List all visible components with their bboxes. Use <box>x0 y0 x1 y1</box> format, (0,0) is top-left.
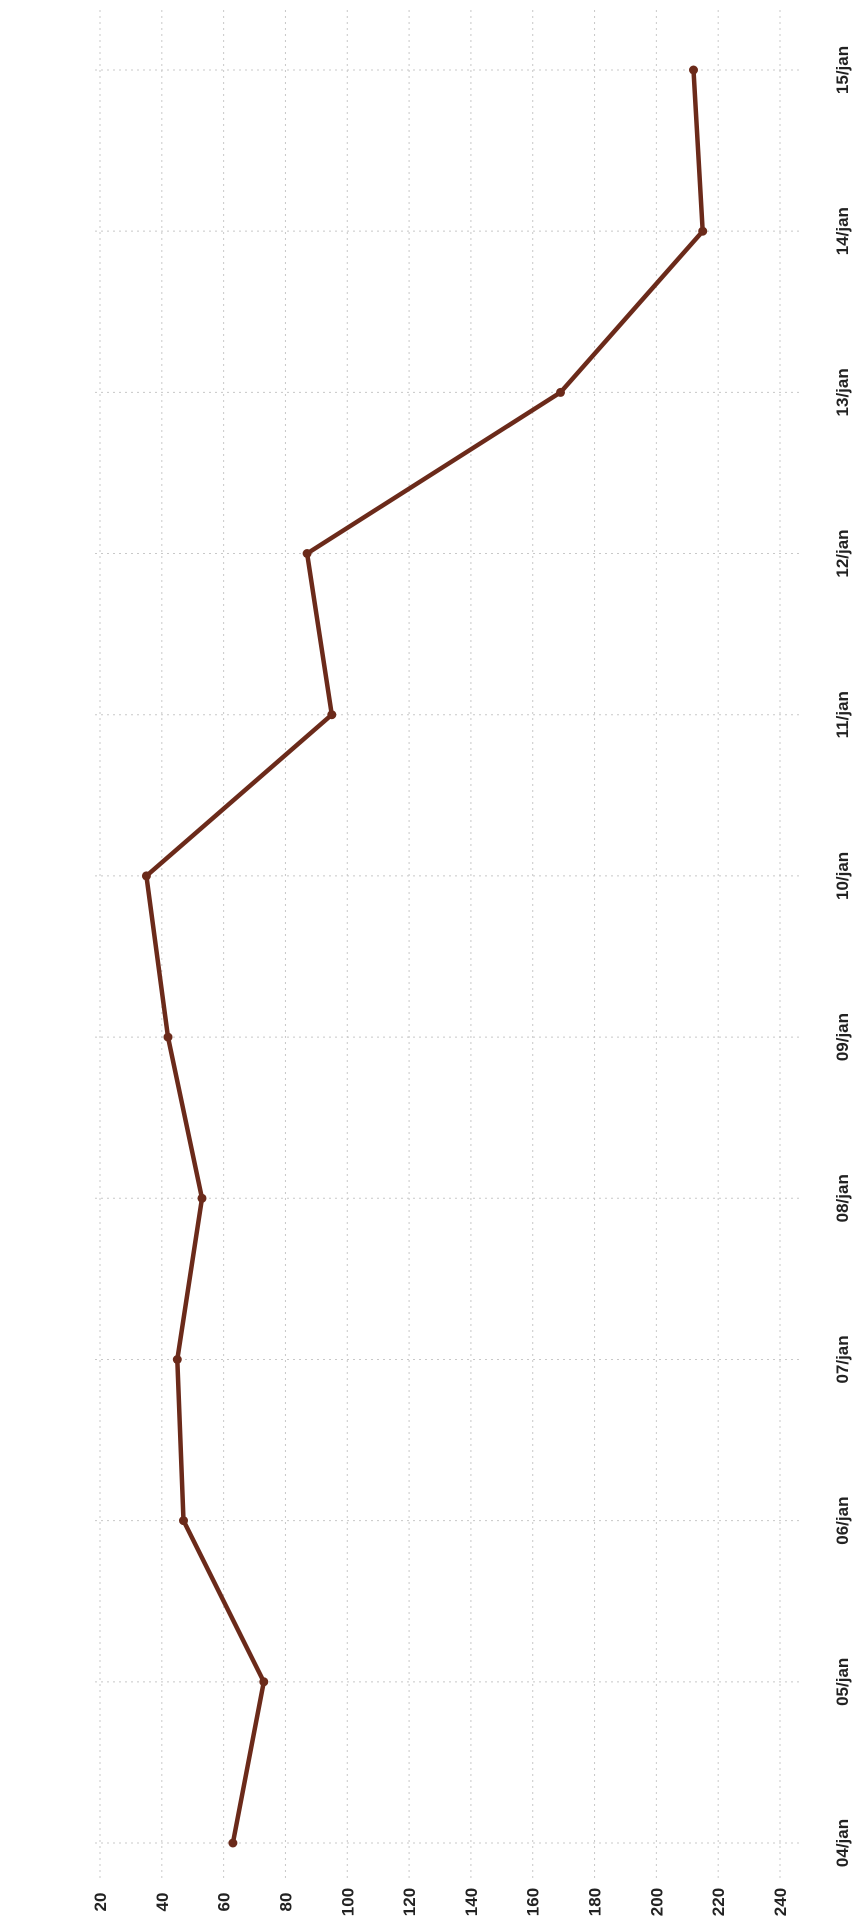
data-point <box>302 549 312 558</box>
series-points <box>141 65 708 1848</box>
data-point <box>556 387 565 397</box>
y-tick-label: 240 <box>771 1888 790 1916</box>
y-tick-label: 80 <box>276 1893 295 1912</box>
data-point <box>228 1838 238 1848</box>
y-tick-label: 40 <box>153 1893 172 1912</box>
x-tick-label: 04/jan <box>833 1819 852 1867</box>
data-point <box>141 871 151 881</box>
data-point <box>689 65 698 75</box>
y-tick-label: 120 <box>400 1888 419 1916</box>
x-tick-label: 15/jan <box>833 46 852 94</box>
x-tick-label: 08/jan <box>833 1174 852 1222</box>
y-axis-tick-labels: 20 40 60 80 100 120 140 160 180 200 220 240 <box>91 1888 790 1916</box>
x-tick-label: 05/jan <box>833 1658 852 1706</box>
x-tick-label: 12/jan <box>833 529 852 577</box>
y-tick-label: 20 <box>91 1893 110 1912</box>
y-tick-label: 160 <box>524 1888 543 1916</box>
y-tick-label: 180 <box>586 1888 605 1916</box>
x-tick-label: 07/jan <box>833 1335 852 1383</box>
data-point <box>259 1677 269 1687</box>
x-tick-label: 10/jan <box>833 852 852 900</box>
series-line <box>144 67 705 1846</box>
x-axis-tick-labels: 04/jan 05/jan 06/jan 07/jan 08/jan 09/jan 10/j… <box>833 46 852 1867</box>
y-tick-label: 220 <box>709 1888 728 1916</box>
x-tick-label: 09/jan <box>833 1013 852 1061</box>
y-tick-label: 100 <box>338 1888 357 1916</box>
data-point <box>698 226 708 236</box>
data-point <box>327 710 337 720</box>
grid-lines <box>95 10 800 1880</box>
x-tick-label: 13/jan <box>833 368 852 416</box>
y-tick-label: 60 <box>215 1893 234 1912</box>
y-tick-label: 200 <box>647 1888 666 1916</box>
x-tick-label: 06/jan <box>833 1497 852 1545</box>
data-point <box>163 1032 173 1042</box>
series-line <box>144 67 705 1846</box>
x-tick-label: 14/jan <box>833 207 852 255</box>
data-point <box>179 1516 188 1526</box>
data-point <box>172 1355 182 1364</box>
x-tick-label: 11/jan <box>833 691 852 738</box>
data-point <box>197 1193 207 1203</box>
y-tick-label: 140 <box>462 1888 481 1916</box>
